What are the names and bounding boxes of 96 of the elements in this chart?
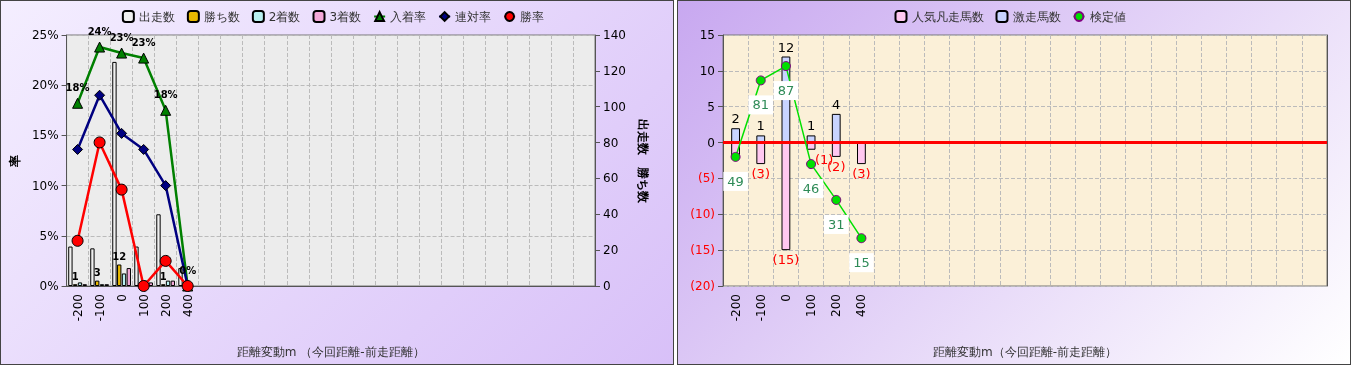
data-label: 46 [802,181,820,197]
point [138,52,150,64]
y2-tick-label: 140 [603,28,626,42]
y-tick-label: 0% [39,279,59,293]
data-label: 2 [731,111,740,127]
point [94,41,106,53]
bar [831,142,841,157]
point [806,159,817,170]
x-tick-label: -200 [728,294,743,322]
y-tick-label: 0 [707,135,715,150]
x-tick-label: -200 [70,294,85,322]
point [72,97,84,109]
data-label: 24% [87,26,112,38]
point [116,127,128,139]
legend-label: 人気凡走馬数 [911,9,984,24]
x-tick-label: 400 [854,294,869,317]
point [856,233,867,244]
data-label: 87 [777,83,795,99]
legend-label: 3着数 [329,9,362,24]
y2-tick-label: 20 [603,243,619,258]
bar [77,282,83,286]
y2-tick-label: 0 [603,279,611,293]
y-tick-label: 20% [31,78,59,93]
point [93,136,106,149]
data-label: 15 [853,255,870,271]
x-tick-label: 0 [114,294,129,302]
bar [781,142,791,251]
point [755,75,766,86]
y-tick-label: 5% [39,228,59,243]
bar [857,142,866,165]
point [159,254,172,267]
point [160,104,172,116]
y2-tick-label: 100 [603,99,626,114]
bar [756,142,766,165]
legend-label: 勝ち数 [203,9,240,24]
bar [731,128,740,143]
x-tick-label: -100 [753,294,768,322]
point [160,180,172,192]
point [137,280,150,292]
y2-tick-label: 80 [603,135,619,150]
x-tick-label: 200 [158,294,173,317]
data-label: 81 [752,97,770,113]
data-label: 1 [71,270,79,282]
point [94,89,106,101]
y2-axis-title: 出走数 勝ち数 [636,118,650,204]
bar [126,268,131,286]
y-tick-label: 10 [699,63,715,78]
y-tick-label: 15% [31,128,59,143]
data-label: (15) [772,252,800,268]
data-label: 49 [727,173,744,189]
legend-label: 2着数 [268,9,301,24]
y-tick-label: 25% [31,28,59,42]
data-label: 1 [159,270,167,282]
point [72,143,84,155]
point [831,194,842,205]
legend-label: 連対率 [455,9,492,24]
y2-tick-label: 120 [603,63,626,78]
y-axis-title: 率 [8,154,22,168]
x-tick-label: 400 [180,294,195,317]
x-tick-label: -100 [92,294,107,322]
data-label: 12 [777,39,795,55]
legend-label: 出走数 [138,9,175,24]
y-tick-label: 10% [31,178,59,193]
legend-label: 入着率 [390,9,427,24]
data-label: 4 [832,96,841,112]
x-axis-title: 距離変動m （今回距離-前走距離） [236,345,425,359]
legend-label: 検定値 [1089,9,1126,24]
y2-tick-label: 40 [603,207,619,222]
data-label: 1 [806,118,816,134]
bar [165,280,171,286]
x-tick-label: 200 [829,294,844,317]
y-tick-label: (20) [690,279,715,293]
point [71,234,84,247]
bar [831,113,841,143]
point [138,143,150,155]
y-tick-label: (15) [690,243,715,258]
legend-label: 勝率 [520,9,545,24]
data-label: (3) [751,166,770,182]
x-tick-label: 100 [804,294,819,317]
y-tick-label: (10) [690,207,715,222]
point [115,183,128,196]
x-tick-label: 0 [778,294,793,302]
data-label: 1 [756,118,765,134]
x-tick-label: 100 [136,294,151,317]
y-tick-label: 5 [707,99,715,114]
y2-tick-label: 60 [603,171,619,186]
data-label: 31 [827,216,845,232]
x-axis-title: 距離変動m（今回距離-前走距離） [932,345,1118,359]
y-tick-label: 15 [699,28,715,42]
point [780,61,791,72]
bar [170,280,176,286]
legend-label: 激走馬数 [1012,9,1061,24]
point [730,151,741,162]
data-label: (3) [852,166,871,182]
point [116,47,128,59]
y-tick-label: (5) [698,171,715,186]
